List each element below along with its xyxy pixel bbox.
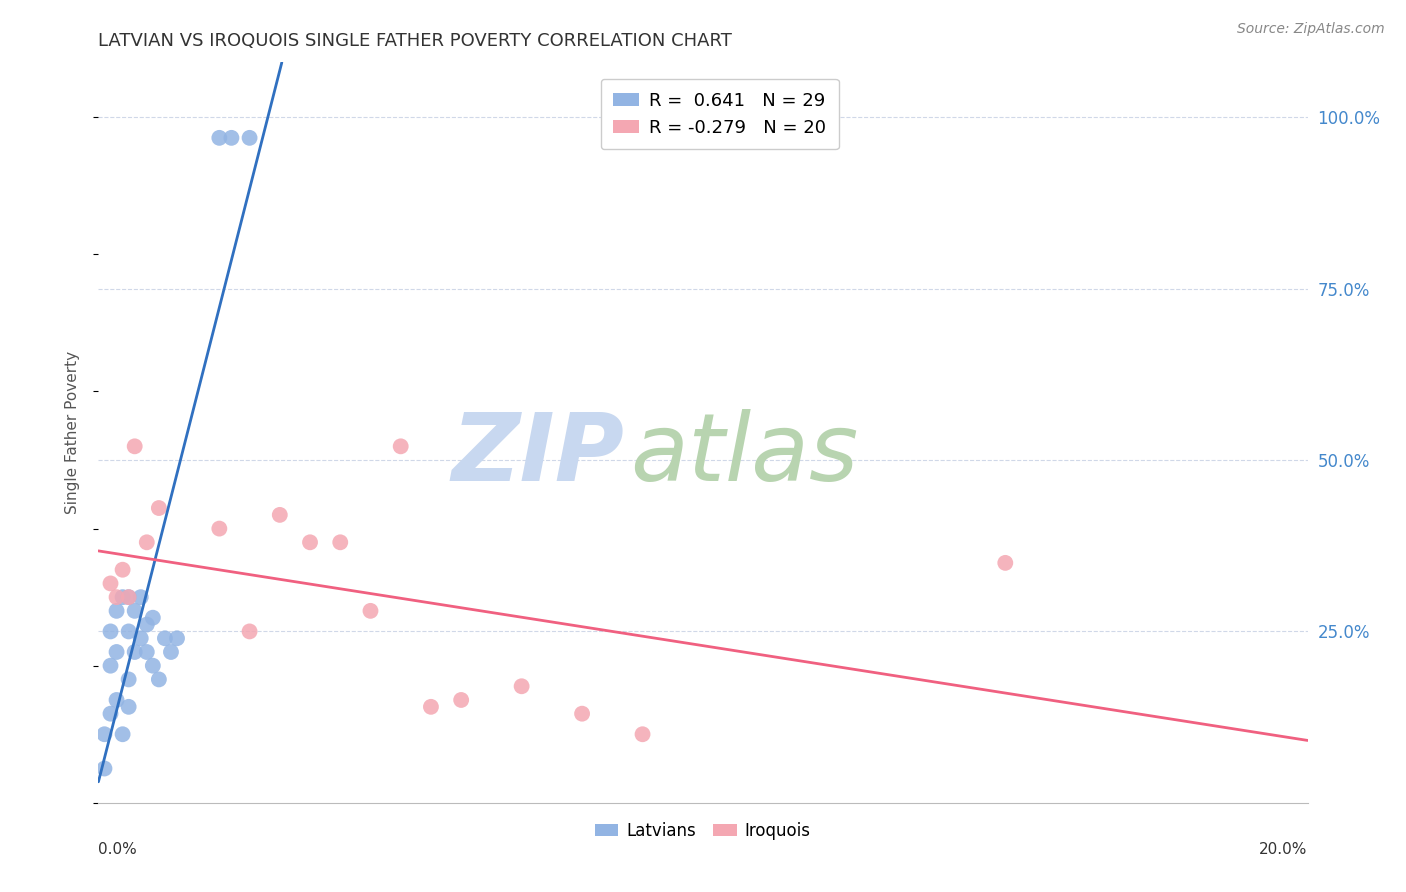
Text: 20.0%: 20.0% — [1260, 842, 1308, 856]
Point — [153, 632, 176, 646]
Text: 0.0%: 0.0% — [98, 842, 138, 856]
Point — [269, 508, 291, 522]
Point — [299, 535, 322, 549]
Point — [360, 604, 382, 618]
Point — [111, 590, 134, 604]
Point — [105, 693, 128, 707]
Point — [118, 699, 141, 714]
Y-axis label: Single Father Poverty: Single Father Poverty — [65, 351, 80, 514]
Point — [135, 617, 157, 632]
Text: LATVIAN VS IROQUOIS SINGLE FATHER POVERTY CORRELATION CHART: LATVIAN VS IROQUOIS SINGLE FATHER POVERT… — [98, 32, 733, 50]
Point — [166, 632, 188, 646]
Point — [100, 624, 122, 639]
Point — [239, 624, 262, 639]
Point — [105, 645, 128, 659]
Point — [124, 439, 146, 453]
Point — [148, 501, 170, 516]
Legend: Latvians, Iroquois: Latvians, Iroquois — [589, 815, 817, 847]
Point — [93, 727, 115, 741]
Point — [118, 590, 141, 604]
Point — [111, 727, 134, 741]
Point — [510, 679, 533, 693]
Point — [100, 706, 122, 721]
Point — [239, 131, 262, 145]
Point — [450, 693, 472, 707]
Text: Source: ZipAtlas.com: Source: ZipAtlas.com — [1237, 22, 1385, 37]
Point — [329, 535, 352, 549]
Point — [129, 632, 152, 646]
Text: atlas: atlas — [630, 409, 859, 500]
Point — [994, 556, 1017, 570]
Point — [105, 590, 128, 604]
Point — [389, 439, 412, 453]
Point — [135, 645, 157, 659]
Point — [105, 604, 128, 618]
Point — [111, 563, 134, 577]
Text: ZIP: ZIP — [451, 409, 624, 500]
Point — [571, 706, 593, 721]
Point — [118, 624, 141, 639]
Point — [148, 673, 170, 687]
Point — [118, 673, 141, 687]
Point — [100, 658, 122, 673]
Point — [221, 131, 243, 145]
Point — [93, 762, 115, 776]
Point — [124, 604, 146, 618]
Point — [208, 131, 231, 145]
Point — [142, 658, 165, 673]
Point — [135, 535, 157, 549]
Point — [142, 610, 165, 624]
Point — [124, 645, 146, 659]
Point — [129, 590, 152, 604]
Point — [160, 645, 183, 659]
Point — [631, 727, 654, 741]
Point — [100, 576, 122, 591]
Point — [208, 522, 231, 536]
Point — [118, 590, 141, 604]
Point — [420, 699, 443, 714]
